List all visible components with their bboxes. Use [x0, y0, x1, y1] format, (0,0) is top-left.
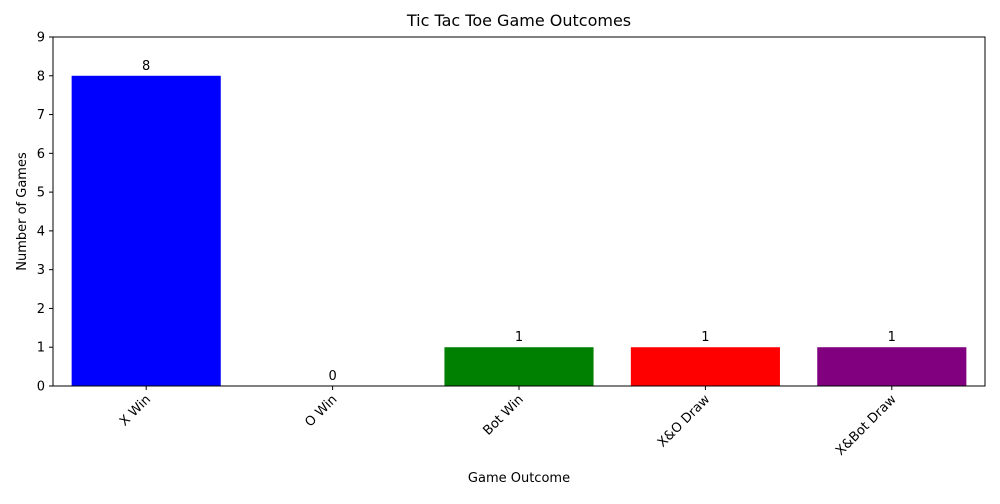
x-axis-title: Game Outcome [468, 471, 570, 486]
bars [71, 75, 967, 387]
y-axis-ticks: 0 1 2 3 4 5 6 7 8 9 [37, 31, 53, 395]
x-tick-label: O Win [302, 392, 340, 430]
y-tick-label: 0 [37, 380, 45, 395]
y-tick-label: 9 [37, 31, 45, 46]
x-tick-label: X Win [117, 392, 154, 429]
bar-x-o-draw [630, 347, 780, 386]
chart-title: Tic Tac Toe Game Outcomes [406, 11, 631, 30]
bar-value-label: 1 [701, 330, 709, 345]
bar-x-win [71, 75, 221, 387]
y-tick-label: 6 [37, 147, 45, 162]
y-tick-label: 1 [37, 341, 45, 356]
x-axis-ticks: X Win O Win Bot Win X&O Draw X&Bot Draw [117, 386, 900, 459]
x-tick-label: Bot Win [480, 392, 526, 438]
bar-value-label: 8 [142, 59, 150, 74]
bar-value-label: 1 [515, 330, 523, 345]
bar-data-labels: 8 0 1 1 1 [142, 59, 896, 384]
y-tick-label: 8 [37, 69, 45, 84]
bar-value-label: 1 [888, 330, 896, 345]
x-tick-label: X&Bot Draw [833, 392, 900, 459]
x-tick-label: X&O Draw [655, 392, 713, 450]
bar-value-label: 0 [328, 369, 336, 384]
plot-frame [52, 36, 986, 387]
y-tick-label: 2 [37, 302, 45, 317]
y-tick-label: 7 [37, 108, 45, 123]
bar-bot-win [444, 347, 594, 386]
y-tick-label: 5 [37, 186, 45, 201]
bar-x-bot-draw [817, 347, 967, 386]
y-tick-label: 3 [37, 263, 45, 278]
y-axis-title: Number of Games [15, 152, 30, 271]
y-tick-label: 4 [37, 224, 45, 239]
